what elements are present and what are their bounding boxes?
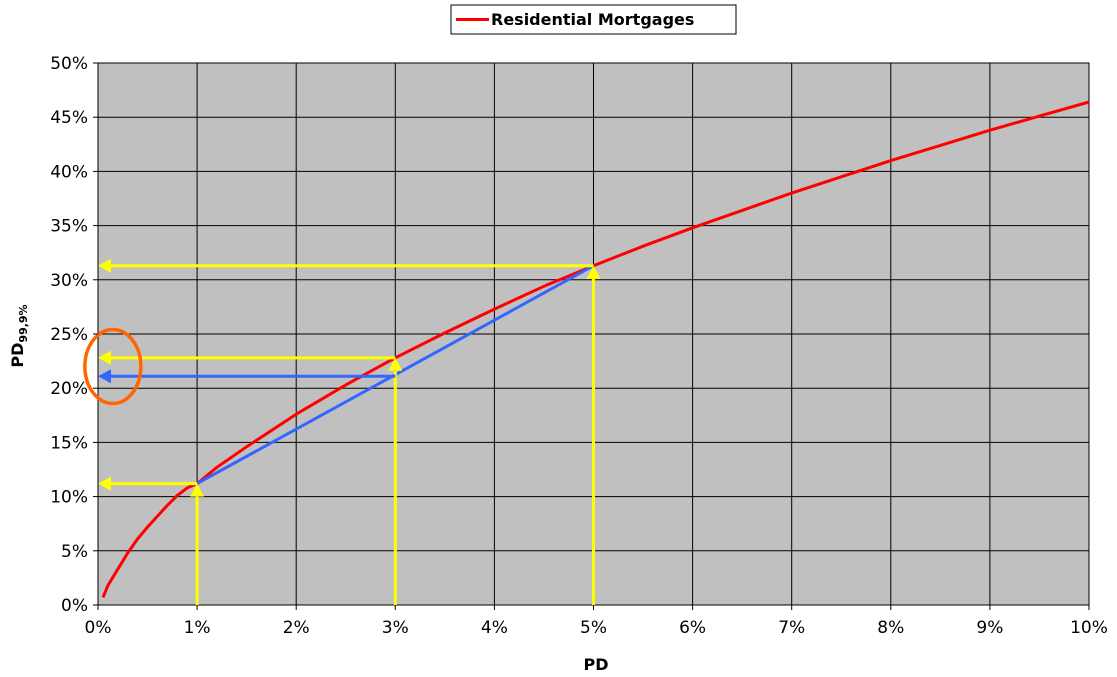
- x-tick-label: 8%: [877, 618, 904, 638]
- yellow-arrow: [190, 483, 205, 605]
- yellow-arrow-head: [98, 258, 111, 273]
- y-tick-label: 15%: [50, 433, 88, 453]
- x-tick-label: 6%: [679, 618, 706, 638]
- legend-label: Residential Mortgages: [491, 10, 694, 29]
- y-tick-label: 5%: [61, 542, 88, 562]
- yellow-arrow: [388, 357, 403, 605]
- y-axis-title-main: PD: [8, 343, 27, 368]
- x-axis-ticks: 0% 1% 2% 3% 4% 5% 6% 7% 8% 9% 10%: [85, 605, 1108, 638]
- chord-arrow: [98, 369, 396, 384]
- legend: Residential Mortgages: [450, 4, 737, 35]
- yellow-arrow-head: [586, 265, 601, 279]
- yellow-arrow: [98, 476, 198, 491]
- x-tick-label: 2%: [283, 618, 310, 638]
- y-tick-label: 45%: [50, 108, 88, 128]
- yellow-arrow-head: [190, 483, 205, 497]
- x-tick-label: 7%: [778, 618, 805, 638]
- yellow-arrow-head: [98, 476, 111, 491]
- x-tick-label: 1%: [184, 618, 211, 638]
- x-tick-label: 5%: [580, 618, 607, 638]
- y-axis-title: PD99,9%: [8, 304, 30, 367]
- y-tick-label: 50%: [50, 54, 88, 74]
- x-tick-label: 10%: [1070, 618, 1108, 638]
- y-tick-label: 20%: [50, 379, 88, 399]
- x-axis-title: PD: [583, 655, 608, 674]
- x-tick-label: 3%: [382, 618, 409, 638]
- series-line-residential-mortgages: [101, 100, 1090, 598]
- x-tick-label: 0%: [85, 618, 112, 638]
- yellow-arrow: [586, 265, 601, 605]
- y-tick-label: 30%: [50, 271, 88, 291]
- y-axis-ticks: 0% 5% 10% 15% 20% 25% 30% 35% 40% 45% 50%: [50, 54, 98, 616]
- yellow-arrow: [98, 258, 594, 273]
- y-tick-label: 25%: [50, 325, 88, 345]
- series-layer: [101, 100, 1090, 598]
- y-tick-label: 35%: [50, 217, 88, 237]
- y-tick-label: 40%: [50, 162, 88, 182]
- yellow-arrow-head: [98, 350, 111, 365]
- yellow-arrow: [98, 350, 396, 365]
- annotation-layer: [83, 258, 601, 605]
- y-axis-title-subscript: 99,9%: [17, 304, 30, 342]
- x-tick-label: 4%: [481, 618, 508, 638]
- chord-arrow-head: [98, 369, 111, 384]
- x-tick-label: 9%: [976, 618, 1003, 638]
- legend-box: [450, 4, 737, 35]
- highlight-ellipse: [83, 327, 143, 406]
- yellow-arrow-head: [388, 357, 403, 371]
- y-tick-label: 0%: [61, 596, 88, 616]
- y-tick-label: 10%: [50, 488, 88, 508]
